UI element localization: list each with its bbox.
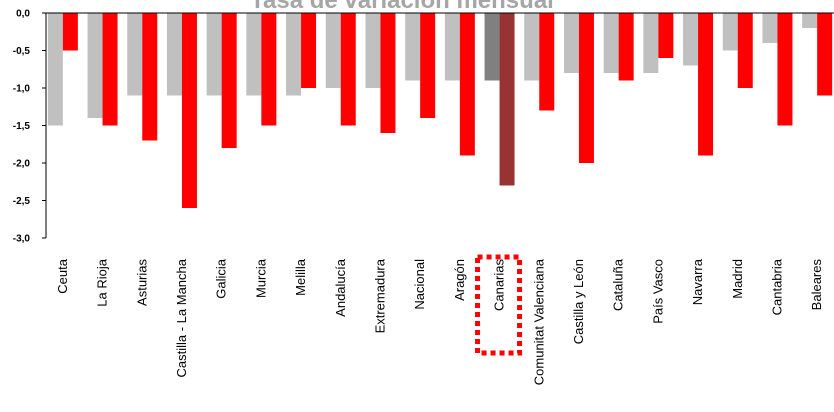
category-label: Nacional [412, 259, 427, 310]
category-label: Castilla y León [571, 259, 586, 344]
category-label: Castilla - La Mancha [174, 258, 189, 377]
category-label: Asturias [134, 259, 149, 306]
bar-series1-4 [206, 13, 222, 96]
category-label: País Vasco [650, 259, 665, 324]
bar-series1-1 [87, 13, 103, 118]
bar-series1-2 [127, 13, 143, 96]
y-tick-label: 0,0 [16, 9, 30, 20]
y-tick-label: -2,0 [13, 159, 31, 170]
bar-series1-10 [444, 13, 460, 81]
category-label: Extremadura [372, 258, 387, 333]
chart-title: Tasa de variación mensual [250, 0, 554, 14]
y-tick-label: -3,0 [13, 234, 31, 245]
bar-series2-16 [698, 13, 714, 156]
bar-series2-11 [499, 13, 515, 186]
bar-series2-3 [181, 13, 197, 208]
bar-series2-13 [578, 13, 594, 163]
bar-series2-4 [221, 13, 237, 148]
x-axis-categories: Ceuta La Rioja Asturias Castilla - La Manch… [55, 258, 824, 385]
y-tick-label: -1,5 [13, 121, 31, 132]
bar-series2-2 [142, 13, 158, 141]
bar-series2-12 [539, 13, 555, 111]
bar-series1-7 [325, 13, 341, 88]
bar-series2-10 [459, 13, 475, 156]
bar-series2-19 [817, 13, 833, 96]
bar-series2-9 [420, 13, 436, 118]
category-label: Cataluña [611, 258, 626, 311]
category-label: Ceuta [55, 258, 70, 293]
bar-series2-14 [618, 13, 634, 81]
bar-series2-0 [62, 13, 78, 51]
category-label: Aragón [452, 259, 467, 301]
category-label: Galicia [214, 258, 229, 299]
bar-series1-19 [802, 13, 818, 28]
category-label: Canarias [492, 259, 507, 312]
category-label: Baleares [809, 259, 824, 311]
bar-series2-5 [261, 13, 277, 126]
bar-series2-18 [777, 13, 793, 126]
bars-group [47, 13, 833, 208]
category-label: Cantabria [769, 258, 784, 315]
highlight-box [475, 254, 523, 356]
bar-series1-15 [643, 13, 659, 73]
bar-series2-17 [737, 13, 753, 88]
category-label: Madrid [730, 259, 745, 299]
bar-series1-14 [603, 13, 619, 73]
bar-series1-5 [246, 13, 262, 96]
category-label: Melilla [293, 258, 308, 296]
bar-series1-17 [722, 13, 738, 51]
bar-series1-11 [484, 13, 500, 81]
y-tick-label: -0,5 [13, 46, 31, 57]
bar-series2-6 [301, 13, 317, 88]
bar-series1-9 [405, 13, 421, 81]
bar-series2-15 [658, 13, 674, 58]
category-label: Navarra [690, 258, 705, 305]
category-label: La Rioja [95, 258, 110, 306]
category-label: Murcia [253, 258, 268, 298]
bar-series1-18 [762, 13, 778, 43]
bar-series2-7 [340, 13, 356, 126]
bar-series1-6 [286, 13, 302, 96]
y-tick-label: -2,5 [13, 196, 31, 207]
category-label: Andalucía [333, 258, 348, 317]
y-axis-ticks: 0,0 -0,5 -1,0 -1,5 -2,0 -2,5 -3,0 [13, 9, 46, 245]
y-tick-label: -1,0 [13, 84, 31, 95]
bar-series1-13 [563, 13, 579, 73]
bar-series1-12 [524, 13, 540, 81]
bar-series1-3 [166, 13, 182, 96]
category-label: Comunitat Valenciana [531, 258, 546, 385]
bar-series1-8 [365, 13, 381, 88]
bar-series1-0 [47, 13, 63, 126]
bar-series1-16 [683, 13, 699, 66]
bar-series2-8 [380, 13, 396, 133]
bar-series2-1 [102, 13, 118, 126]
